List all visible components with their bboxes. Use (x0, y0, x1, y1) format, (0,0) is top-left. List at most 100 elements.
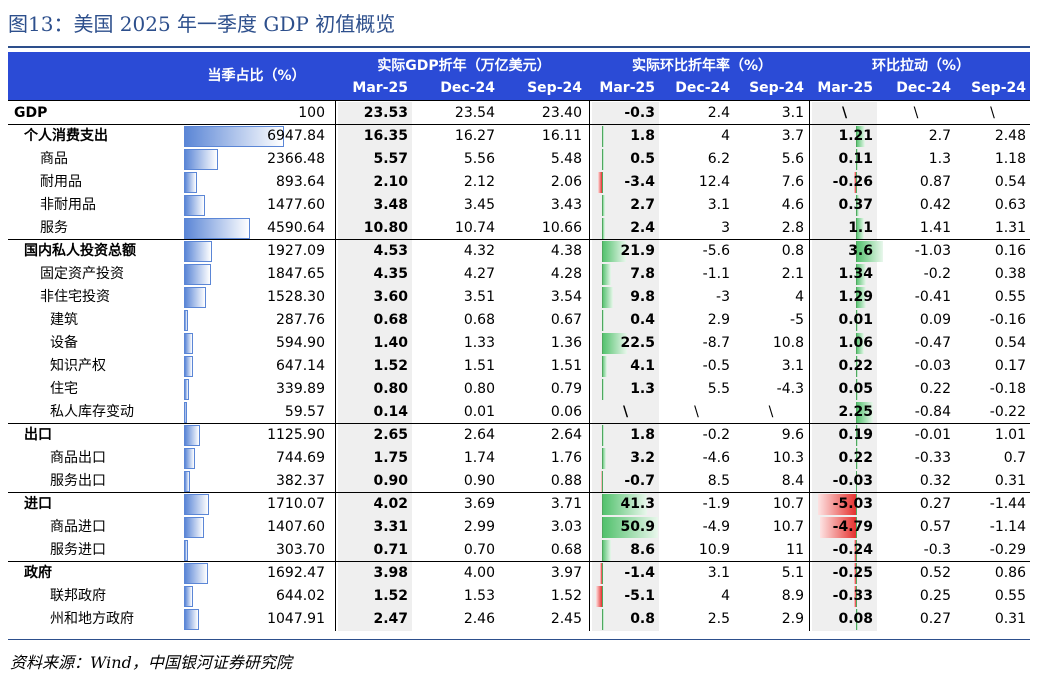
gdp-value: 3.60 (373, 289, 408, 305)
contrib-axis (856, 563, 857, 584)
column-shade (592, 424, 659, 447)
table-row: 住宅 339.89 0.80 0.80 0.79 1.3 5.5 -4.3 0.05 0.22 -0… (8, 378, 1030, 401)
column-shade (338, 493, 412, 516)
contrib-value: 1.31 (994, 220, 1026, 236)
qoq-value: 41.3 (620, 496, 655, 512)
contrib-value: 0.37 (838, 197, 873, 213)
contrib-axis (856, 149, 857, 170)
row-label: 私人库存变动 (50, 404, 134, 420)
share-value: 1692.47 (267, 565, 325, 581)
qoq-axis (602, 586, 603, 607)
contrib-value: 0.31 (994, 611, 1026, 627)
gdp-value: 23.54 (454, 105, 495, 121)
column-shade (592, 608, 659, 631)
gdp-value: 2.64 (550, 427, 582, 443)
qoq-value: 10.9 (698, 542, 730, 558)
contrib-axis (856, 471, 857, 492)
header-period: Sep-24 (527, 80, 582, 96)
gdp-value: 3.97 (550, 565, 582, 581)
share-value: 1927.09 (267, 243, 325, 259)
contrib-bar (818, 494, 856, 515)
row-label: 非耐用品 (40, 197, 96, 213)
column-shade (592, 309, 659, 332)
qoq-value: 6.2 (707, 151, 730, 167)
gdp-value: 3.69 (463, 496, 495, 512)
qoq-value: \ (768, 404, 774, 420)
header-share-label: 当季占比（%） (207, 68, 306, 84)
table-row: GDP 100 23.53 23.54 23.40 -0.3 2.4 3.1 \ \ \ (8, 102, 1030, 125)
column-divider (809, 100, 810, 631)
contrib-value: \ (841, 105, 848, 121)
qoq-bar (602, 517, 658, 538)
gdp-value: 1.52 (550, 588, 582, 604)
gdp-value: 0.01 (463, 404, 495, 420)
qoq-value: 2.9 (781, 611, 804, 627)
contrib-value: -0.03 (832, 473, 873, 489)
contrib-value: 0.87 (919, 174, 951, 190)
header-period: Mar-25 (817, 80, 873, 96)
gdp-value: 10.74 (454, 220, 495, 236)
gdp-value: 3.98 (373, 565, 408, 581)
table-row: 联邦政府 644.02 1.52 1.53 1.52 -5.1 4 8.9 -0.33 0.25 0… (8, 585, 1030, 608)
column-shade (812, 470, 877, 493)
qoq-value: -0.3 (624, 105, 655, 121)
gdp-value: 0.71 (373, 542, 408, 558)
gdp-value: 10.66 (541, 220, 582, 236)
row-label: 商品出口 (50, 450, 106, 466)
contrib-bar (856, 126, 866, 147)
table-row: 耐用品 893.64 2.10 2.12 2.06 -3.4 12.4 7.6 -0.26 0.8… (8, 171, 1030, 194)
column-shade (338, 125, 412, 148)
contrib-value: 0.55 (994, 289, 1026, 305)
qoq-value: 21.9 (620, 243, 655, 259)
gdp-value: 1.75 (373, 450, 408, 466)
gdp-value: 0.67 (550, 312, 582, 328)
contrib-value: -0.16 (989, 312, 1026, 328)
row-label: 政府 (24, 565, 52, 581)
gdp-value: 1.76 (550, 450, 582, 466)
share-value: 303.70 (276, 542, 325, 558)
gdp-value: 1.52 (373, 588, 408, 604)
column-shade (812, 447, 877, 470)
contrib-value: -0.24 (832, 542, 873, 558)
column-shade (338, 447, 412, 470)
qoq-value: 4.6 (781, 197, 804, 213)
share-bar (184, 172, 197, 193)
qoq-axis (602, 264, 603, 285)
column-shade (592, 378, 659, 401)
qoq-value: 1.8 (630, 427, 655, 443)
share-bar (184, 402, 187, 423)
qoq-bar (596, 586, 602, 607)
contrib-axis (856, 448, 857, 469)
row-label: 国内私人投资总额 (24, 243, 136, 259)
qoq-bar (602, 264, 611, 285)
section-divider (8, 423, 1030, 424)
column-shade (812, 194, 877, 217)
qoq-bar (602, 241, 627, 262)
table-row: 进口 1710.07 4.02 3.69 3.71 41.3 -1.9 10.7 -5.03 0.… (8, 493, 1030, 516)
table-row: 知识产权 647.14 1.52 1.51 1.51 4.1 -0.5 3.1 0.22 -0.0… (8, 355, 1030, 378)
qoq-axis (602, 563, 603, 584)
qoq-value: -4.6 (702, 450, 730, 466)
gdp-value: 16.35 (363, 128, 408, 144)
gdp-value: 23.40 (541, 105, 582, 121)
share-bar (184, 310, 189, 331)
gdp-value: 2.65 (373, 427, 408, 443)
share-value: 6947.84 (267, 128, 325, 144)
gdp-value: 0.90 (373, 473, 408, 489)
contrib-value: -1.03 (914, 243, 951, 259)
contrib-value: 0.01 (838, 312, 873, 328)
qoq-value: -4.9 (702, 519, 730, 535)
contrib-axis (856, 586, 857, 607)
qoq-bar (602, 448, 606, 469)
column-shade (338, 424, 412, 447)
gdp-value: 2.47 (373, 611, 408, 627)
contrib-axis (856, 379, 857, 400)
column-shade (338, 562, 412, 585)
gdp-value: 16.11 (541, 128, 582, 144)
column-shade (812, 171, 877, 194)
column-shade (338, 585, 412, 608)
contrib-bar (856, 264, 867, 285)
column-shade (338, 470, 412, 493)
column-shade (338, 401, 412, 424)
qoq-bar (602, 333, 627, 354)
